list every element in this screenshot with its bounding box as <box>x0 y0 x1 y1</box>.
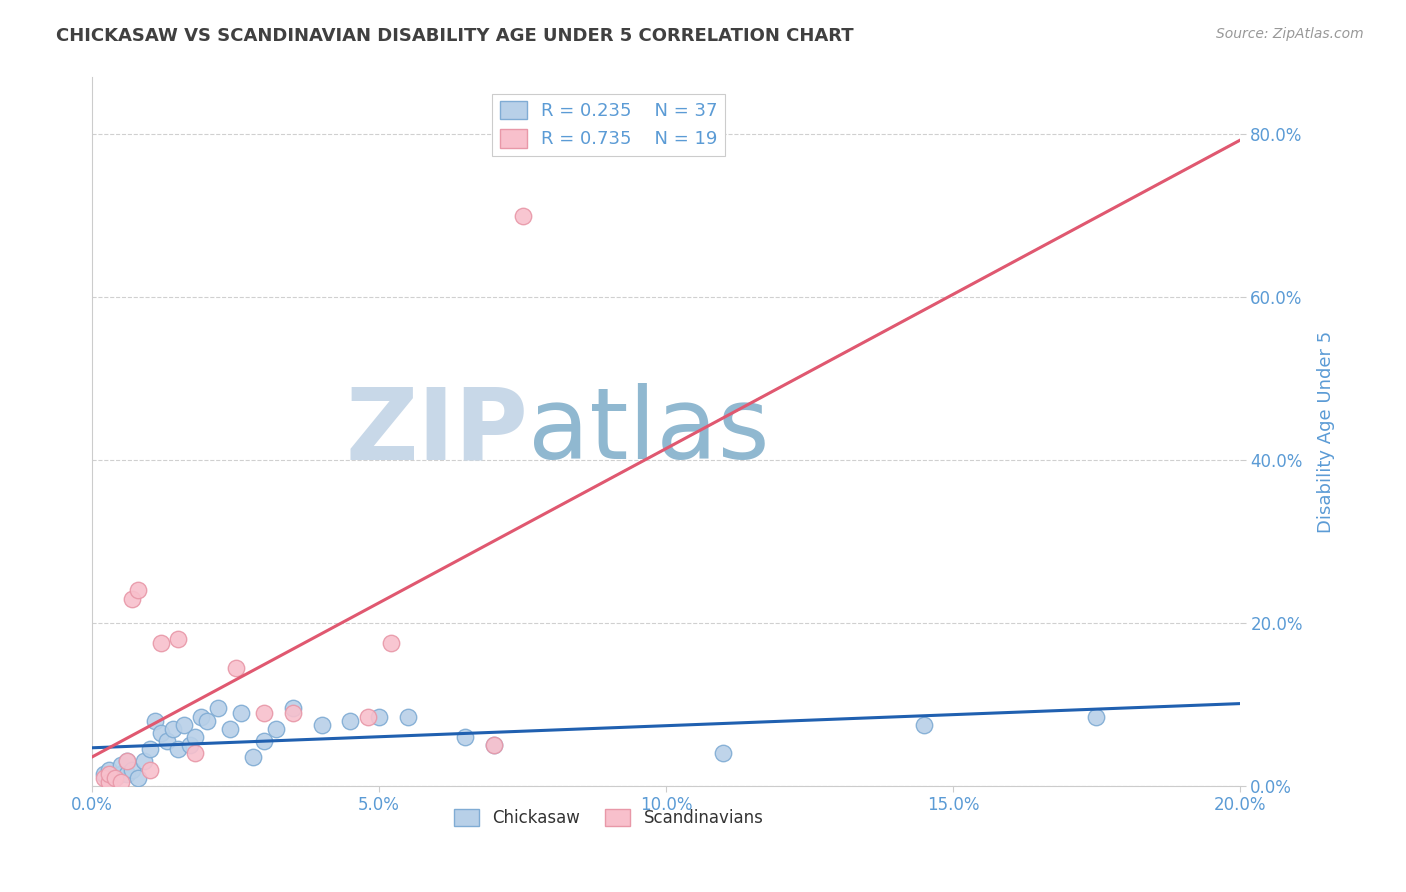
Point <box>253 706 276 720</box>
Point <box>179 738 201 752</box>
Point <box>104 771 127 785</box>
Point <box>93 766 115 780</box>
Point <box>1085 709 1108 723</box>
Point <box>713 746 735 760</box>
Point <box>162 722 184 736</box>
Point <box>339 714 361 728</box>
Point <box>121 591 143 606</box>
Point <box>115 755 138 769</box>
Point <box>110 758 132 772</box>
Point <box>98 763 121 777</box>
Point <box>110 774 132 789</box>
Point <box>150 636 173 650</box>
Point <box>219 722 242 736</box>
Point <box>231 706 253 720</box>
Point <box>93 771 115 785</box>
Point <box>311 717 333 731</box>
Point <box>167 742 190 756</box>
Point <box>253 734 276 748</box>
Point <box>167 632 190 647</box>
Point <box>281 701 304 715</box>
Point <box>156 734 179 748</box>
Point <box>454 730 477 744</box>
Point <box>225 661 247 675</box>
Point <box>127 771 149 785</box>
Point <box>368 709 391 723</box>
Point <box>512 209 534 223</box>
Point <box>184 746 207 760</box>
Point <box>138 763 160 777</box>
Point <box>380 636 402 650</box>
Point <box>132 755 155 769</box>
Point <box>173 717 195 731</box>
Text: Source: ZipAtlas.com: Source: ZipAtlas.com <box>1216 27 1364 41</box>
Text: CHICKASAW VS SCANDINAVIAN DISABILITY AGE UNDER 5 CORRELATION CHART: CHICKASAW VS SCANDINAVIAN DISABILITY AGE… <box>56 27 853 45</box>
Point <box>195 714 218 728</box>
Point <box>207 701 229 715</box>
Point <box>264 722 287 736</box>
Point <box>115 766 138 780</box>
Point <box>482 738 505 752</box>
Point <box>242 750 264 764</box>
Point <box>482 738 505 752</box>
Point <box>143 714 166 728</box>
Point <box>98 766 121 780</box>
Point <box>356 709 378 723</box>
Point <box>115 755 138 769</box>
Point <box>127 583 149 598</box>
Point <box>184 730 207 744</box>
Point <box>281 706 304 720</box>
Y-axis label: Disability Age Under 5: Disability Age Under 5 <box>1317 331 1334 533</box>
Point <box>912 717 935 731</box>
Point <box>98 774 121 789</box>
Point <box>396 709 419 723</box>
Text: ZIP: ZIP <box>346 383 529 480</box>
Point <box>150 726 173 740</box>
Point <box>121 763 143 777</box>
Point <box>104 771 127 785</box>
Legend: Chickasaw, Scandinavians: Chickasaw, Scandinavians <box>447 803 770 834</box>
Point <box>190 709 212 723</box>
Point <box>110 766 132 780</box>
Text: atlas: atlas <box>529 383 770 480</box>
Point <box>138 742 160 756</box>
